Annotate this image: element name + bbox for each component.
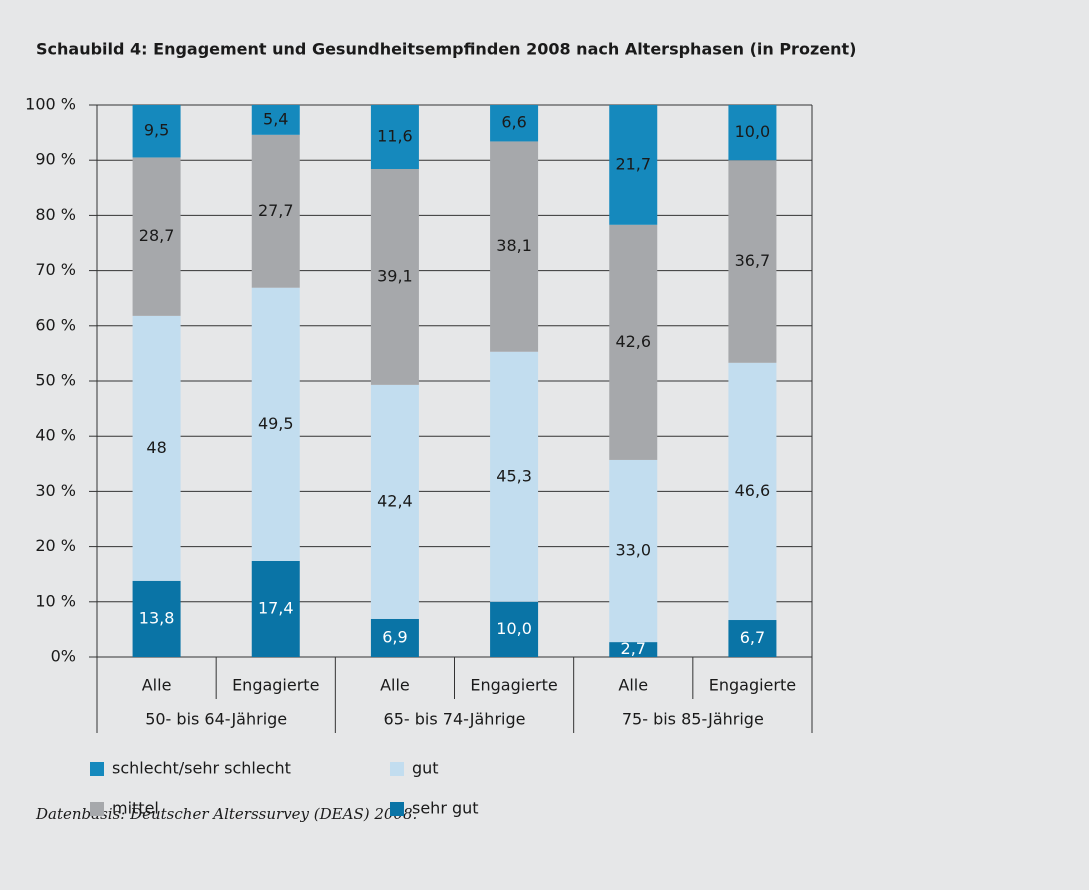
bar-segment	[490, 601, 539, 657]
data-label: 17,4	[258, 598, 294, 617]
y-tick-label: 30 %	[35, 481, 76, 500]
bar-segment	[132, 105, 181, 158]
y-tick-label: 50 %	[35, 371, 76, 390]
legend-label: mittel	[112, 799, 159, 818]
data-label: 27,7	[258, 201, 294, 220]
bar-segment	[132, 157, 181, 316]
group-label: 65- bis 74-Jährige	[384, 710, 526, 729]
legend-swatch	[90, 762, 104, 776]
bar-segment	[251, 560, 300, 657]
chart-title: Schaubild 4: Engagement und Gesundheitse…	[36, 40, 856, 59]
data-label: 5,4	[263, 109, 288, 128]
bar-segment	[490, 351, 539, 602]
group-label: 50- bis 64-Jährige	[145, 710, 287, 729]
data-label: 11,6	[377, 127, 413, 146]
bar-segment	[370, 384, 419, 619]
bar-segment	[609, 642, 658, 657]
data-label: 38,1	[496, 236, 532, 255]
x-tick-label: Alle	[380, 676, 410, 695]
y-tick-label: 0%	[51, 647, 76, 666]
y-tick-label: 40 %	[35, 426, 76, 445]
bar-segment	[370, 618, 419, 657]
data-label: 28,7	[139, 226, 175, 245]
y-tick-label: 10 %	[35, 591, 76, 610]
data-label: 6,9	[382, 627, 407, 646]
bar-segment	[728, 160, 777, 363]
x-tick-label: Alle	[618, 676, 648, 695]
bar-segment	[609, 105, 658, 225]
legend-swatch	[390, 762, 404, 776]
data-label: 2,7	[621, 639, 646, 658]
y-tick-label: 100 %	[25, 95, 76, 114]
data-label: 48	[146, 438, 166, 457]
x-tick-label: Alle	[142, 676, 172, 695]
bar-segment	[251, 287, 300, 561]
data-label: 6,6	[501, 113, 526, 132]
data-label: 9,5	[144, 121, 169, 140]
bar-segment	[251, 105, 300, 135]
data-label: 6,7	[740, 628, 765, 647]
x-tick-label: Engagierte	[232, 676, 319, 695]
data-label: 42,6	[615, 332, 651, 351]
data-label: 45,3	[496, 466, 532, 485]
y-tick-label: 80 %	[35, 205, 76, 224]
data-label: 21,7	[615, 154, 651, 173]
data-label: 46,6	[735, 481, 771, 500]
legend-label: sehr gut	[412, 799, 479, 818]
source-note: Datenbasis: Deutscher Alterssurvey (DEAS…	[35, 805, 417, 823]
data-label: 13,8	[139, 608, 175, 627]
data-label: 39,1	[377, 266, 413, 285]
x-tick-label: Engagierte	[709, 676, 796, 695]
bar-segment	[370, 105, 419, 170]
data-label: 33,0	[615, 541, 651, 560]
bar-segment	[490, 141, 539, 352]
group-label: 75- bis 85-Jährige	[622, 710, 764, 729]
bar-segment	[728, 105, 777, 161]
bar-segment	[728, 620, 777, 657]
bar-segment	[132, 580, 181, 657]
legend-label: schlecht/sehr schlecht	[112, 759, 291, 778]
bar-segment	[132, 315, 181, 581]
x-tick-label: Engagierte	[470, 676, 557, 695]
bar-segment	[490, 105, 539, 142]
data-label: 42,4	[377, 491, 413, 510]
legend-label: gut	[412, 759, 439, 778]
legend-swatch	[90, 802, 104, 816]
legend-swatch	[390, 802, 404, 816]
data-label: 10,0	[496, 619, 532, 638]
y-tick-label: 20 %	[35, 536, 76, 555]
y-tick-label: 70 %	[35, 260, 76, 279]
bar-segment	[728, 362, 777, 621]
data-label: 36,7	[735, 251, 771, 270]
bar-segment	[370, 169, 419, 385]
data-label: 10,0	[735, 122, 771, 141]
bar-segment	[609, 224, 658, 460]
data-label: 49,5	[258, 414, 294, 433]
bar-segment	[609, 459, 658, 643]
y-tick-label: 60 %	[35, 315, 76, 334]
bar-segment	[251, 134, 300, 288]
y-tick-label: 90 %	[35, 150, 76, 169]
